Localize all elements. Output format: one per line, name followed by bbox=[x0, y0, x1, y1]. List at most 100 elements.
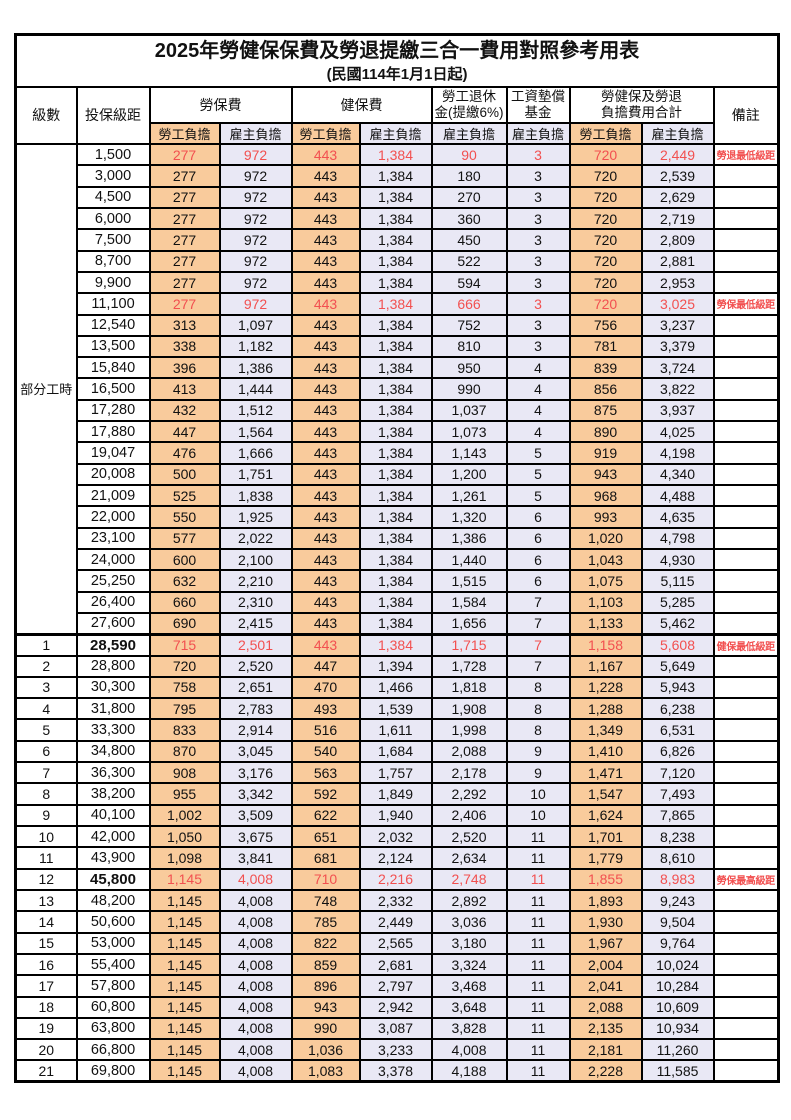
cell-pension-employer: 2,178 bbox=[430, 761, 508, 785]
col-header-pension: 勞工退休 金(提繳6%) bbox=[430, 86, 508, 124]
cell-health-employee: 592 bbox=[290, 782, 361, 806]
cell-labor-employee: 277 bbox=[148, 249, 221, 273]
cell-pension-employer: 1,200 bbox=[430, 462, 508, 487]
cell-labor-employee: 476 bbox=[148, 441, 221, 465]
table-row: 17,880 447 1,564 443 1,384 1,073 4 890 4,025 bbox=[16, 420, 780, 444]
cell-health-employer: 1,384 bbox=[358, 590, 433, 614]
cell-wage-fund-employer: 4 bbox=[505, 398, 571, 423]
cell-pension-employer: 2,088 bbox=[430, 739, 508, 764]
cell-remark bbox=[712, 1016, 780, 1041]
cell-health-employee: 443 bbox=[290, 547, 361, 572]
cell-remark bbox=[712, 611, 780, 636]
cell-health-employee: 443 bbox=[290, 569, 361, 593]
cell-bracket: 1,500 bbox=[75, 142, 151, 167]
cell-total-employer: 6,238 bbox=[640, 697, 715, 721]
cell-labor-employer: 2,520 bbox=[218, 654, 293, 678]
cell-bracket: 8,700 bbox=[75, 249, 151, 273]
cell-health-employer: 2,797 bbox=[358, 974, 433, 998]
table-row: 27,600 690 2,415 443 1,384 1,656 7 1,133 5,462 bbox=[16, 611, 780, 636]
cell-remark bbox=[712, 739, 780, 764]
cell-wage-fund-employer: 3 bbox=[505, 249, 571, 273]
cell-health-employer: 1,384 bbox=[358, 420, 433, 444]
cell-level: 9 bbox=[14, 803, 78, 828]
cell-bracket: 45,800 bbox=[75, 867, 151, 891]
cell-total-employee: 968 bbox=[568, 483, 643, 508]
cell-health-employer: 2,124 bbox=[358, 846, 433, 870]
cell-total-employee: 1,410 bbox=[568, 739, 643, 764]
cell-total-employer: 2,881 bbox=[640, 249, 715, 273]
cell-labor-employer: 3,176 bbox=[218, 761, 293, 785]
cell-labor-employee: 720 bbox=[148, 654, 221, 678]
cell-bracket: 57,800 bbox=[75, 974, 151, 998]
cell-total-employer: 5,285 bbox=[640, 590, 715, 614]
page-subtitle: (民國114年1月1日起) bbox=[326, 65, 468, 83]
cell-wage-fund-employer: 7 bbox=[505, 611, 571, 636]
header-row-top: 級數 投保級距 勞保費 健保費 勞工退休 金(提繳6%) 工資墊償 基金 勞健保… bbox=[14, 86, 780, 145]
cell-remark bbox=[712, 995, 780, 1019]
table-row: 20 66,800 1,145 4,008 1,036 3,233 4,008 11 2,181… bbox=[14, 1038, 780, 1062]
sub-header-pension-employer: 雇主負擔 bbox=[430, 122, 508, 145]
cell-wage-fund-employer: 7 bbox=[505, 590, 571, 614]
cell-remark bbox=[712, 547, 780, 572]
cell-total-employer: 2,539 bbox=[640, 164, 715, 188]
cell-remark bbox=[712, 462, 780, 487]
cell-labor-employee: 1,002 bbox=[148, 803, 221, 828]
cell-remark bbox=[712, 782, 780, 806]
pension-label-line1: 勞工退休 bbox=[442, 89, 496, 104]
cell-total-employee: 720 bbox=[568, 270, 643, 295]
cell-wage-fund-employer: 3 bbox=[505, 270, 571, 295]
cell-health-employer: 1,384 bbox=[358, 526, 433, 550]
cell-health-employer: 1,384 bbox=[358, 377, 433, 401]
col-header-remark: 備註 bbox=[712, 86, 780, 145]
cell-health-employer: 1,384 bbox=[358, 313, 433, 337]
cell-health-employee: 443 bbox=[290, 206, 361, 231]
cell-level: 2 bbox=[14, 654, 78, 678]
cell-health-employee: 681 bbox=[290, 846, 361, 870]
table-row: 21 69,800 1,145 4,008 1,083 3,378 4,188 11 2,228… bbox=[14, 1059, 780, 1083]
cell-pension-employer: 1,440 bbox=[430, 547, 508, 572]
sub-header-total-employer: 雇主負擔 bbox=[640, 122, 715, 145]
cell-labor-employee: 277 bbox=[148, 228, 221, 252]
table-row: 16,500 413 1,444 443 1,384 990 4 856 3,822 bbox=[16, 377, 780, 401]
cell-wage-fund-employer: 3 bbox=[505, 164, 571, 188]
cell-bracket: 3,000 bbox=[75, 164, 151, 188]
cell-labor-employer: 2,415 bbox=[218, 611, 293, 636]
cell-labor-employer: 1,182 bbox=[218, 334, 293, 359]
cell-total-employee: 839 bbox=[568, 356, 643, 380]
cell-health-employee: 443 bbox=[290, 377, 361, 401]
cell-remark bbox=[712, 846, 780, 870]
cell-labor-employer: 2,310 bbox=[218, 590, 293, 614]
cell-bracket: 33,300 bbox=[75, 718, 151, 742]
cell-labor-employee: 1,145 bbox=[148, 931, 221, 955]
cell-total-employer: 3,237 bbox=[640, 313, 715, 337]
cell-labor-employee: 955 bbox=[148, 782, 221, 806]
cell-labor-employer: 972 bbox=[218, 206, 293, 231]
cell-labor-employee: 758 bbox=[148, 675, 221, 700]
cell-level: 1 bbox=[14, 632, 78, 657]
cell-level: 15 bbox=[14, 931, 78, 955]
cell-health-employer: 1,539 bbox=[358, 697, 433, 721]
wage-fund-label-line2: 基金 bbox=[524, 105, 552, 120]
cell-labor-employer: 2,210 bbox=[218, 569, 293, 593]
cell-labor-employee: 1,145 bbox=[148, 888, 221, 913]
cell-labor-employer: 3,342 bbox=[218, 782, 293, 806]
cell-remark bbox=[712, 313, 780, 337]
cell-bracket: 34,800 bbox=[75, 739, 151, 764]
cell-remark bbox=[712, 718, 780, 742]
cell-labor-employer: 1,444 bbox=[218, 377, 293, 401]
cell-bracket: 50,600 bbox=[75, 910, 151, 934]
cell-bracket: 19,047 bbox=[75, 441, 151, 465]
cell-pension-employer: 1,656 bbox=[430, 611, 508, 636]
cell-labor-employer: 4,008 bbox=[218, 952, 293, 977]
cell-wage-fund-employer: 11 bbox=[505, 952, 571, 977]
cell-pension-employer: 752 bbox=[430, 313, 508, 337]
cell-pension-employer: 360 bbox=[430, 206, 508, 231]
cell-health-employer: 2,942 bbox=[358, 995, 433, 1019]
table-row: 15,840 396 1,386 443 1,384 950 4 839 3,724 bbox=[16, 356, 780, 380]
cell-bracket: 11,100 bbox=[75, 292, 151, 316]
cell-bracket: 15,840 bbox=[75, 356, 151, 380]
cell-labor-employee: 660 bbox=[148, 590, 221, 614]
cell-labor-employee: 715 bbox=[148, 632, 221, 657]
cell-health-employee: 443 bbox=[290, 228, 361, 252]
cell-wage-fund-employer: 11 bbox=[505, 910, 571, 934]
